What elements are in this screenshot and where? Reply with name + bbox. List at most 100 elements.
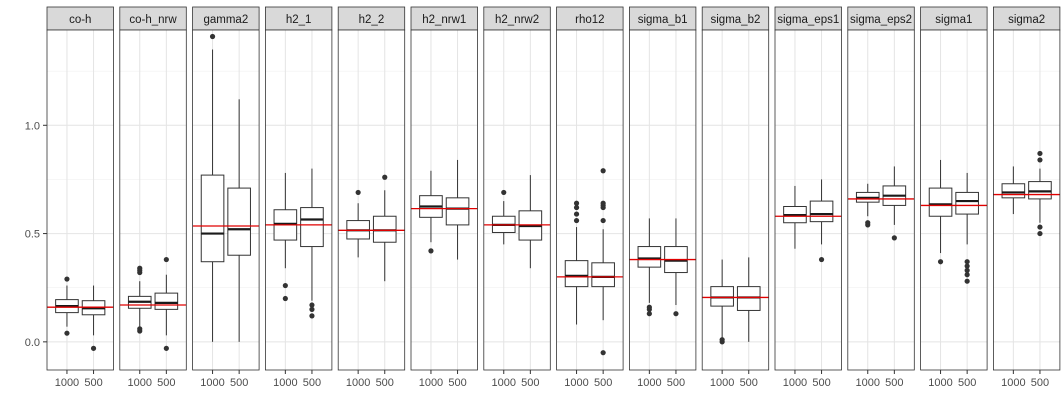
outlier-point [964,272,970,278]
y-tick-label: 1.0 [25,120,40,132]
x-tick-label: 1000 [1001,377,1025,389]
panel-background [629,30,696,370]
x-tick-label: 1000 [492,377,516,389]
facet-strip-label: sigma_eps2 [850,14,912,26]
x-tick-label: 500 [521,377,539,389]
panel-border [556,29,624,371]
x-tick-label: 500 [958,377,976,389]
outlier-point [1037,150,1043,157]
facet-strip-label: sigma1 [935,14,972,26]
x-tick-label: 1000 [55,377,79,389]
facet-strip-label: rho12 [575,14,604,26]
facet-panel-h2_1: h2_1 1000 500 [264,6,333,389]
facet-strip-label: co-h_nrw [129,14,177,26]
panel-border [337,29,406,371]
x-tick-label: 500 [376,377,394,389]
outlier-point [964,259,970,265]
x-tick-label: 1000 [637,377,661,389]
panel-border [483,29,551,371]
facet-panel-sigma2: sigma2 1000 500 [993,6,1061,389]
box-iqr [445,197,470,226]
outlier-point [309,313,315,319]
x-tick-label: 500 [230,377,248,389]
boxplot-1000 [200,33,225,342]
outlier-point [964,263,970,269]
boxplot-1000 [637,218,662,317]
facet-strip-label: gamma2 [203,14,248,26]
boxplot-500 [664,218,688,317]
x-tick-label: 1000 [710,377,734,389]
y-tick-label: 0.5 [25,229,40,241]
outlier-point [1037,157,1043,163]
panel-background [775,30,842,370]
boxplot-1000 [419,170,443,254]
outlier-point [719,337,725,343]
panel-border [192,29,260,371]
x-tick-label: 1000 [564,377,588,389]
outlier-point [646,311,652,317]
panel-border [629,29,697,371]
panel-background [702,30,769,370]
boxplot-1000 [928,159,953,265]
boxplot-500 [955,172,979,284]
box-iqr [1001,183,1026,199]
x-tick-label: 500 [594,377,612,389]
y-axis: 0.0 0.5 1.0 [25,120,47,349]
facet-strip-label: sigma2 [1008,14,1045,26]
x-tick-label: 1000 [928,377,952,389]
facet-strip-label: h2_1 [286,14,312,26]
outlier-point [137,326,143,332]
panel-border [46,29,114,371]
panel-border [774,29,842,371]
facet-strip-label: co-h [69,14,91,26]
panel-border [701,29,770,371]
outlier-point [282,295,288,302]
outlier-point [865,220,871,226]
outlier-point [1037,230,1043,237]
x-tick-label: 1000 [419,377,443,389]
box-iqr [637,246,662,268]
facet-strip-label: sigma_b2 [711,14,761,26]
boxplot-1000 [564,200,589,325]
panel-background [119,30,187,370]
outlier-point [937,259,944,265]
x-tick-label: 500 [667,377,685,389]
outlier-point [573,200,580,206]
outlier-point [818,256,825,263]
x-tick-label: 1000 [856,377,880,389]
outlier-point [573,211,580,217]
outlier-point [1037,224,1043,230]
facet-strip-label: sigma_eps1 [777,14,839,26]
facet-panel-h2_nrw2: h2_nrw2 1000 500 [483,6,551,389]
facet-panel-sigma1: sigma1 1000 500 [920,6,988,389]
x-tick-label: 500 [740,377,758,389]
x-tick-label: 500 [303,377,321,389]
facet-strip-label: h2_nrw2 [495,14,539,26]
outlier-point [309,306,315,312]
x-tick-label: 500 [157,377,175,389]
facet-panel-h2_2: h2_2 1000 500 [337,6,406,389]
x-tick-label: 500 [885,377,903,389]
outlier-point [282,282,288,289]
boxplot-500 [300,168,324,319]
boxplot-1000 [55,276,79,336]
boxplot-1000 [127,265,152,334]
outlier-point [90,345,97,351]
outlier-point [964,278,970,284]
outlier-point [209,33,216,40]
outlier-point [646,304,652,310]
x-tick-label: 1000 [128,377,152,389]
box-iqr [955,191,979,215]
box-iqr [200,174,225,263]
x-tick-label: 1000 [783,377,807,389]
facet-panel-sigma_eps2: sigma_eps2 1000 500 [847,6,915,389]
outlier-point [673,311,679,317]
panel-background [265,30,332,370]
box-iqr [591,262,615,288]
outlier-point [64,330,70,336]
box-iqr [227,187,251,256]
outlier-point [600,217,606,224]
x-tick-label: 500 [812,377,830,389]
outlier-point [382,174,388,180]
